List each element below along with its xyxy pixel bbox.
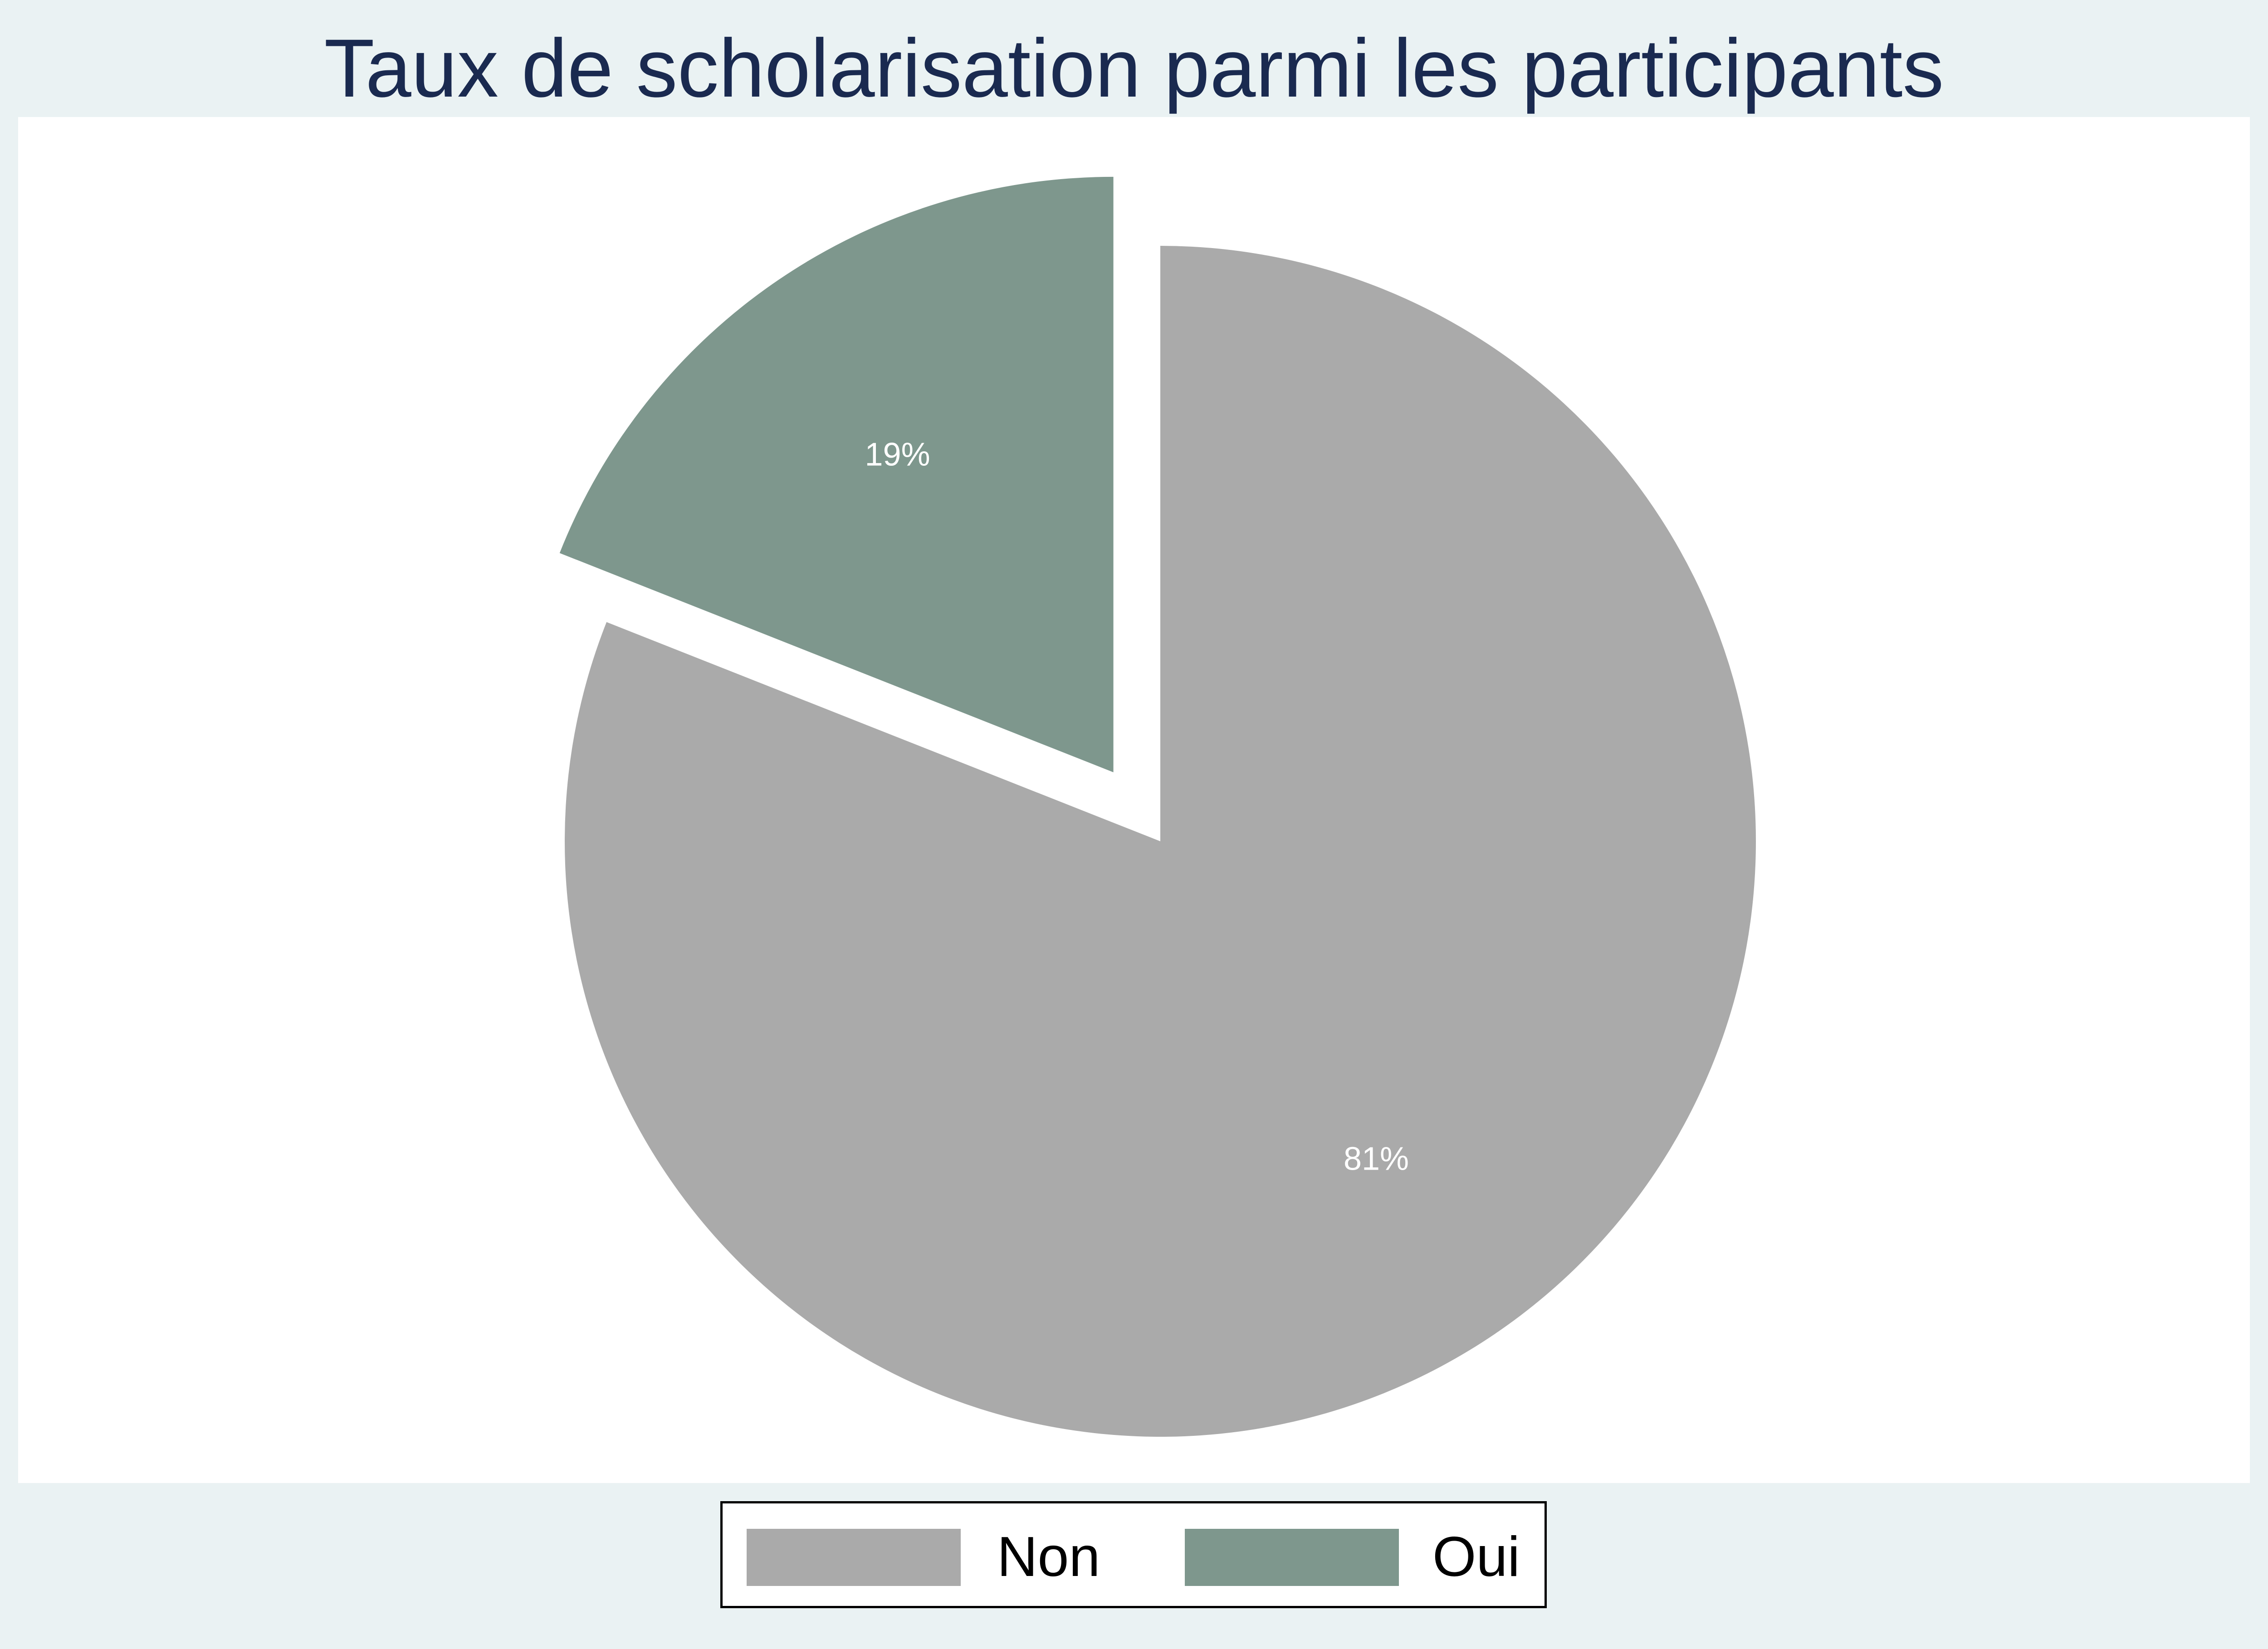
slice-label-non: 81% <box>1344 1141 1409 1177</box>
pie-slice-oui <box>559 176 1114 772</box>
legend-label-non: Non <box>997 1526 1100 1588</box>
legend-swatch-oui <box>1185 1529 1399 1586</box>
slice-label-oui: 19% <box>865 436 930 473</box>
legend: Non Oui <box>720 1501 1547 1608</box>
chart-title: Taux de scholarisation parmi les partici… <box>324 22 1944 114</box>
pie-slice-non <box>565 246 1756 1437</box>
legend-label-oui: Oui <box>1432 1526 1520 1588</box>
legend-swatch-non <box>747 1529 961 1586</box>
